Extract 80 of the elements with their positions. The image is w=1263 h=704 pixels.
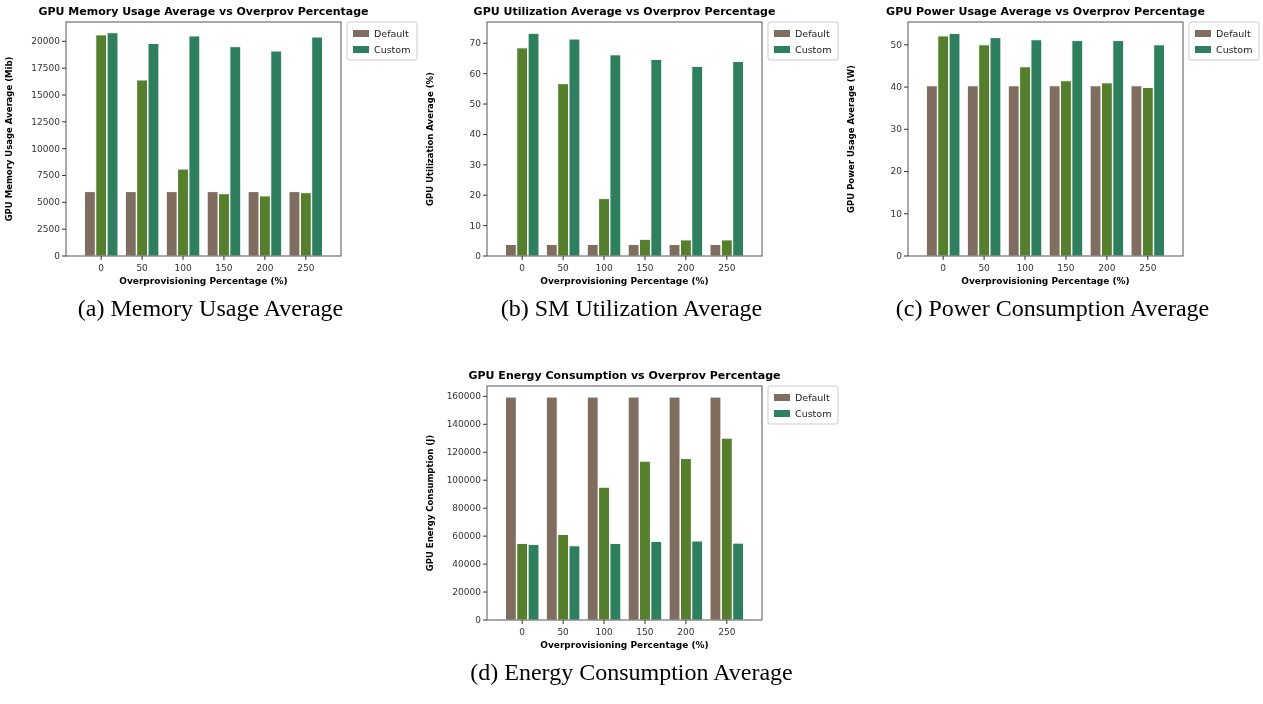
legend-label: Default <box>795 392 830 403</box>
chart-title: GPU Memory Usage Average vs Overprov Percentage <box>38 5 369 18</box>
x-tick-label: 100 <box>174 263 192 273</box>
y-tick-label: 20 <box>890 166 903 177</box>
legend-label: Default <box>795 28 830 39</box>
legend-label: Default <box>1216 28 1251 39</box>
y-tick-label: 160000 <box>446 391 482 402</box>
x-tick-label: 0 <box>519 263 526 273</box>
chart-title: GPU Energy Consumption vs Overprov Percentage <box>468 369 781 382</box>
x-tick-label: 250 <box>1139 263 1157 273</box>
y-tick-label: 60000 <box>452 531 482 542</box>
chart-title: GPU Power Usage Average vs Overprov Percentage <box>886 5 1205 18</box>
y-tick-label: 30 <box>469 159 482 170</box>
x-tick-label: 250 <box>718 627 736 637</box>
y-axis-title: GPU Power Usage Average (W) <box>846 64 856 213</box>
legend-label: Custom <box>795 44 832 55</box>
x-tick-label: 50 <box>978 263 991 273</box>
y-tick-label: 40 <box>890 81 903 92</box>
x-axis-title: Overprovisioning Percentage (%) <box>961 276 1130 286</box>
y-tick-label: 20000 <box>452 586 482 597</box>
y-tick-label: 0 <box>475 614 482 625</box>
y-tick-label: 50 <box>890 39 903 50</box>
x-tick-label: 200 <box>677 263 695 273</box>
y-axis-title: GPU Utilization Average (%) <box>425 71 435 206</box>
y-tick-label: 17500 <box>31 63 61 74</box>
x-axis-title: Overprovisioning Percentage (%) <box>119 276 288 286</box>
y-tick-label: 80000 <box>452 503 482 514</box>
x-axis-title: Overprovisioning Percentage (%) <box>540 276 709 286</box>
text: (b) SM Utilization Average <box>500 295 763 321</box>
y-tick-label: 0 <box>475 250 482 261</box>
text: (c) Power Consumption Average <box>895 295 1210 321</box>
y-tick-label: 100000 <box>446 475 482 486</box>
x-tick-label: 150 <box>215 263 233 273</box>
y-tick-label: 60 <box>469 68 482 79</box>
x-tick-label: 0 <box>940 263 947 273</box>
y-tick-label: 15000 <box>31 89 61 100</box>
chart-title: GPU Utilization Average vs Overprov Percentage <box>473 5 776 18</box>
x-tick-label: 0 <box>519 627 526 637</box>
y-tick-label: 50 <box>469 98 482 109</box>
x-tick-label: 200 <box>256 263 274 273</box>
x-tick-label: 200 <box>1098 263 1116 273</box>
y-tick-label: 70 <box>469 38 482 49</box>
y-tick-label: 40 <box>469 129 482 140</box>
x-tick-label: 250 <box>718 263 736 273</box>
y-tick-label: 120000 <box>446 447 482 458</box>
y-tick-label: 10000 <box>31 143 61 154</box>
y-axis-title: GPU Energy Consumption (J) <box>425 434 435 572</box>
text: (d) Energy Consumption Average <box>470 659 793 685</box>
y-tick-label: 40000 <box>452 558 482 569</box>
y-tick-label: 2500 <box>37 224 61 235</box>
x-tick-label: 0 <box>98 263 105 273</box>
text: (a) Memory Usage Average <box>77 295 344 321</box>
y-tick-label: 0 <box>896 250 903 261</box>
y-axis-title: GPU Memory Usage Average (Mib) <box>4 56 14 222</box>
y-tick-label: 10 <box>469 220 482 231</box>
y-tick-label: 5000 <box>37 197 61 208</box>
x-tick-label: 100 <box>595 627 613 637</box>
y-tick-label: 140000 <box>446 419 482 430</box>
x-tick-label: 150 <box>636 263 654 273</box>
x-tick-label: 50 <box>557 263 570 273</box>
y-tick-label: 20 <box>469 190 482 201</box>
x-tick-label: 150 <box>636 627 654 637</box>
y-tick-label: 0 <box>54 250 61 261</box>
legend-label: Default <box>374 28 409 39</box>
legend-label: Custom <box>374 44 411 55</box>
legend-label: Custom <box>1216 44 1253 55</box>
x-axis-title: Overprovisioning Percentage (%) <box>540 640 709 650</box>
x-tick-label: 250 <box>297 263 315 273</box>
y-tick-label: 10 <box>890 208 903 219</box>
y-tick-label: 7500 <box>37 170 61 181</box>
legend-label: Custom <box>795 408 832 419</box>
y-tick-label: 12500 <box>31 116 61 127</box>
x-tick-label: 50 <box>136 263 149 273</box>
x-tick-label: 100 <box>595 263 613 273</box>
x-tick-label: 150 <box>1057 263 1075 273</box>
x-tick-label: 100 <box>1016 263 1034 273</box>
y-tick-label: 20000 <box>31 36 61 47</box>
y-tick-label: 30 <box>890 124 903 135</box>
x-tick-label: 200 <box>677 627 695 637</box>
x-tick-label: 50 <box>557 627 570 637</box>
